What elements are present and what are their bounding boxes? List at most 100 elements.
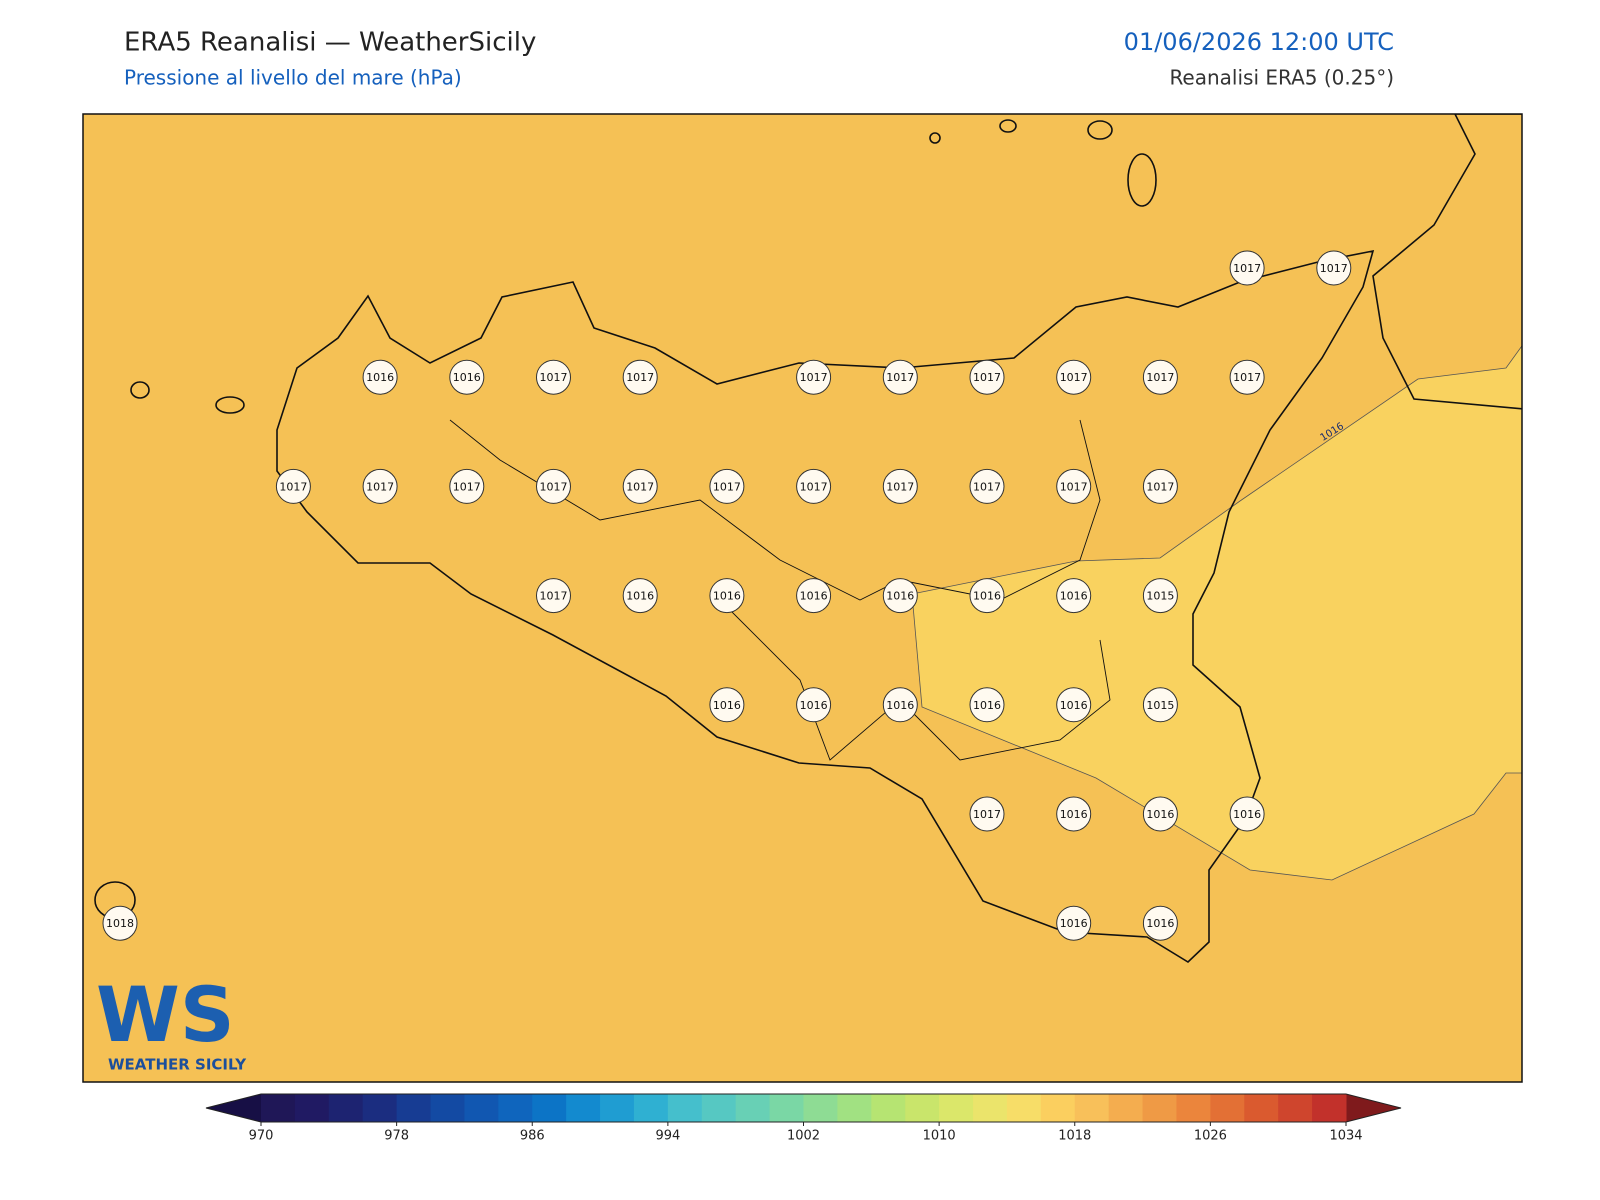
station-marker bbox=[969, 687, 1005, 723]
station-marker bbox=[1056, 359, 1092, 395]
station-value: 1015 bbox=[1146, 590, 1174, 603]
calabria-coast bbox=[1372, 114, 1522, 410]
datetime: 01/06/2026 12:00 UTC bbox=[1124, 28, 1394, 56]
station-value: 1017 bbox=[1233, 371, 1261, 384]
station-marker bbox=[1229, 796, 1265, 832]
colorbar-segment bbox=[1244, 1094, 1279, 1122]
station-marker bbox=[882, 468, 918, 504]
colorbar-segment bbox=[803, 1094, 838, 1122]
station-value: 1016 bbox=[713, 699, 741, 712]
colorbar-segment bbox=[498, 1094, 533, 1122]
station-marker bbox=[882, 687, 918, 723]
colorbar-segment bbox=[1210, 1094, 1245, 1122]
station-value: 1017 bbox=[713, 480, 741, 493]
colorbar-tick-label: 1010 bbox=[923, 1129, 956, 1144]
station-marker bbox=[1142, 359, 1178, 395]
colorbar-segment bbox=[1142, 1094, 1177, 1122]
colorbar-segment bbox=[328, 1094, 364, 1122]
island bbox=[1087, 120, 1113, 140]
colorbar-segment bbox=[532, 1094, 567, 1122]
station-marker bbox=[796, 687, 832, 723]
station-value: 1017 bbox=[279, 480, 307, 493]
station-value: 1017 bbox=[626, 371, 654, 384]
station-value: 1017 bbox=[973, 480, 1001, 493]
station-marker bbox=[536, 359, 571, 395]
station-value: 1017 bbox=[1320, 262, 1348, 275]
source: Reanalisi ERA5 (0.25°) bbox=[1169, 66, 1394, 90]
colorbar-segment bbox=[566, 1094, 601, 1122]
station-value: 1016 bbox=[886, 590, 914, 603]
station-value: 1017 bbox=[800, 480, 828, 493]
station-marker bbox=[1056, 578, 1092, 614]
station-value: 1016 bbox=[713, 590, 741, 603]
station-value: 1017 bbox=[1060, 480, 1088, 493]
colorbar-segment bbox=[1312, 1094, 1347, 1122]
station-marker bbox=[969, 578, 1005, 614]
station-marker bbox=[1229, 250, 1265, 286]
station-value: 1016 bbox=[973, 699, 1001, 712]
station-value: 1016 bbox=[886, 699, 914, 712]
colorbar-segment bbox=[701, 1094, 737, 1122]
colorbar-extend-low bbox=[206, 1094, 261, 1122]
station-value: 1017 bbox=[886, 371, 914, 384]
station-value: 1015 bbox=[1146, 699, 1174, 712]
colorbar-segment bbox=[769, 1094, 804, 1122]
colorbar-extend-high bbox=[1346, 1094, 1401, 1122]
station-value: 1016 bbox=[366, 371, 394, 384]
logo-text: WEATHER SICILY bbox=[108, 1056, 247, 1074]
station-value: 1017 bbox=[1233, 262, 1261, 275]
logo-mark: WS bbox=[96, 970, 235, 1059]
colorbar-tick-label: 986 bbox=[520, 1129, 545, 1144]
station-value: 1016 bbox=[1060, 699, 1088, 712]
station-value: 1016 bbox=[1060, 590, 1088, 603]
colorbar-tick-label: 1026 bbox=[1194, 1129, 1227, 1144]
station-marker bbox=[362, 359, 398, 395]
station-value: 1016 bbox=[626, 590, 654, 603]
station-marker bbox=[1142, 687, 1178, 723]
island bbox=[130, 381, 150, 399]
station-marker bbox=[622, 578, 658, 614]
station-value: 1017 bbox=[973, 371, 1001, 384]
station-value: 1017 bbox=[453, 480, 481, 493]
island bbox=[999, 119, 1017, 133]
station-marker bbox=[882, 578, 918, 614]
map-frame bbox=[82, 113, 1523, 1083]
colorbar-segment bbox=[939, 1094, 974, 1122]
colorbar-segment bbox=[430, 1094, 465, 1122]
station-marker bbox=[709, 578, 745, 614]
colorbar-segment bbox=[973, 1094, 1008, 1122]
stations: 1017 1017 1016 1016 1017 1017 1017 1017 1017 1017… bbox=[102, 250, 1352, 941]
station-value: 1017 bbox=[626, 480, 654, 493]
station-value: 1017 bbox=[1060, 371, 1088, 384]
colorbar-segment bbox=[1176, 1094, 1211, 1122]
colorbar-segment bbox=[294, 1094, 330, 1122]
island bbox=[1127, 153, 1157, 207]
station-marker bbox=[969, 796, 1005, 832]
title: ERA5 Reanalisi — WeatherSicily bbox=[124, 28, 536, 58]
station-value: 1016 bbox=[1060, 808, 1088, 821]
station-value: 1018 bbox=[106, 917, 134, 930]
station-value: 1017 bbox=[886, 480, 914, 493]
station-marker bbox=[1142, 468, 1178, 504]
station-marker bbox=[275, 468, 311, 504]
station-value: 1017 bbox=[800, 371, 828, 384]
station-marker bbox=[709, 687, 745, 723]
colorbar-segment bbox=[1108, 1094, 1144, 1122]
station-marker bbox=[1142, 578, 1178, 614]
colorbar-segment bbox=[735, 1094, 771, 1122]
station-value: 1016 bbox=[1233, 808, 1261, 821]
station-value: 1016 bbox=[973, 590, 1001, 603]
station-value: 1017 bbox=[366, 480, 394, 493]
station-marker bbox=[1316, 250, 1352, 286]
station-value: 1017 bbox=[1146, 480, 1174, 493]
station-marker bbox=[622, 359, 658, 395]
colorbar-tick-label: 1018 bbox=[1058, 1129, 1091, 1144]
station-marker bbox=[1056, 796, 1092, 832]
station-marker bbox=[1229, 359, 1265, 395]
station-marker bbox=[1056, 687, 1092, 723]
colorbar-segment bbox=[261, 1094, 296, 1122]
colorbar-segment bbox=[837, 1094, 872, 1122]
station-marker bbox=[536, 578, 571, 614]
station-marker bbox=[882, 359, 918, 395]
